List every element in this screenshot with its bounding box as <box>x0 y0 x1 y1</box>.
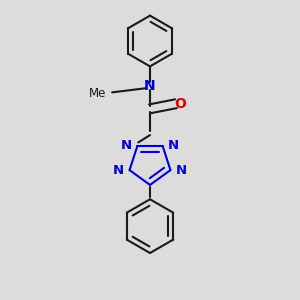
Text: N: N <box>176 164 187 178</box>
Text: O: O <box>174 97 186 111</box>
Text: Me: Me <box>89 87 107 101</box>
Text: N: N <box>144 79 156 93</box>
Text: N: N <box>113 164 124 178</box>
Text: N: N <box>168 139 179 152</box>
Text: N: N <box>121 139 132 152</box>
